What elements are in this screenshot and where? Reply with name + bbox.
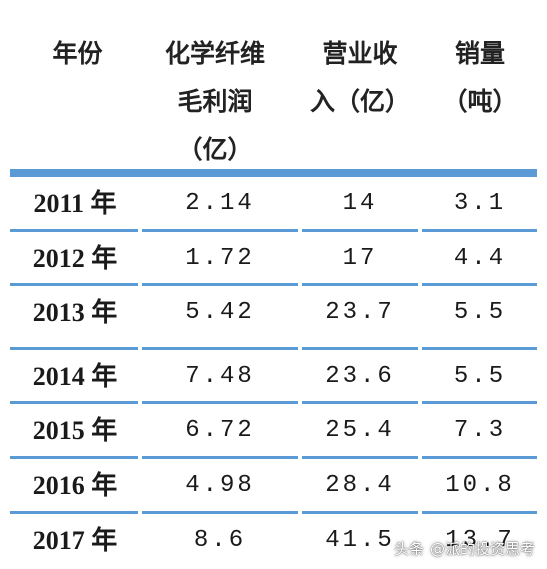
- header-rule: [10, 169, 537, 177]
- column-gap: [298, 229, 302, 232]
- revenue-cell: 23.6: [325, 363, 395, 390]
- gross-profit-cell: 8.6: [193, 527, 247, 554]
- column-gap: [138, 511, 142, 514]
- column-gap: [418, 347, 422, 350]
- watermark: 头条 @派的投资思考: [394, 538, 535, 559]
- column-gap: [138, 347, 142, 350]
- column-gap: [138, 401, 142, 404]
- row-divider: [10, 229, 537, 232]
- year-cell: 2016 年: [32, 471, 118, 500]
- column-gap: [418, 229, 422, 232]
- table-header: 年份 化学纤维 毛利润 （亿） 营业收 入（亿） 销量 （吨）: [0, 0, 547, 170]
- sales-volume-cell: 3.1: [453, 190, 507, 217]
- header-gross-profit: 化学纤维 毛利润 （亿）: [164, 39, 265, 164]
- column-gap: [298, 456, 302, 459]
- header-sales-volume: 销量 （吨）: [442, 39, 518, 116]
- gross-profit-cell: 6.72: [185, 417, 255, 444]
- header-revenue: 营业收 入（亿）: [309, 39, 410, 116]
- table-row: 2013 年 5.42 23.7 5.5: [0, 286, 547, 340]
- column-gap: [298, 347, 302, 350]
- watermark-prefix: 头条: [393, 540, 424, 558]
- column-gap: [138, 456, 142, 459]
- row-divider: [10, 347, 537, 350]
- year-cell: 2017 年: [32, 526, 118, 555]
- revenue-cell: 23.7: [325, 299, 395, 326]
- revenue-cell: 41.5: [325, 527, 395, 554]
- gross-profit-cell: 2.14: [185, 190, 255, 217]
- sales-volume-cell: 5.5: [453, 299, 507, 326]
- revenue-cell: 14: [342, 190, 378, 217]
- watermark-handle: @派的投资思考: [429, 540, 535, 558]
- year-cell: 2014 年: [32, 362, 118, 391]
- year-cell: 2015 年: [32, 416, 118, 445]
- column-gap: [298, 401, 302, 404]
- header-year: 年份: [52, 39, 103, 68]
- sales-volume-cell: 7.3: [453, 417, 507, 444]
- year-cell: 2013 年: [32, 298, 118, 327]
- sales-volume-cell: 4.4: [453, 245, 507, 272]
- revenue-cell: 17: [342, 245, 378, 272]
- gross-profit-cell: 4.98: [185, 472, 255, 499]
- column-gap: [418, 401, 422, 404]
- gross-profit-cell: 7.48: [185, 363, 255, 390]
- column-gap: [138, 283, 142, 286]
- column-gap: [418, 283, 422, 286]
- column-gap: [418, 456, 422, 459]
- column-gap: [138, 229, 142, 232]
- row-divider: [10, 456, 537, 459]
- table-row: 2012 年 1.72 17 4.4: [0, 232, 547, 286]
- row-divider: [10, 511, 537, 514]
- table-row: 2016 年 4.98 28.4 10.8: [0, 459, 547, 513]
- table-row: 2011 年 2.14 14 3.1: [0, 177, 547, 231]
- column-gap: [298, 283, 302, 286]
- gross-profit-cell: 5.42: [185, 299, 255, 326]
- revenue-cell: 28.4: [325, 472, 395, 499]
- row-divider: [10, 401, 537, 404]
- year-cell: 2011 年: [33, 189, 117, 218]
- sales-volume-cell: 10.8: [445, 472, 515, 499]
- table-row: 2014 年 7.48 23.6 5.5: [0, 350, 547, 404]
- revenue-cell: 25.4: [325, 417, 395, 444]
- table-row: 2015 年 6.72 25.4 7.3: [0, 404, 547, 458]
- year-cell: 2012 年: [32, 244, 118, 273]
- column-gap: [418, 511, 422, 514]
- gross-profit-cell: 1.72: [185, 245, 255, 272]
- sales-volume-cell: 5.5: [453, 363, 507, 390]
- row-divider: [10, 283, 537, 286]
- table-row: 2017 年 8.6 41.5 13.7: [0, 514, 547, 568]
- sales-volume-cell: 13.7: [445, 527, 515, 554]
- column-gap: [298, 511, 302, 514]
